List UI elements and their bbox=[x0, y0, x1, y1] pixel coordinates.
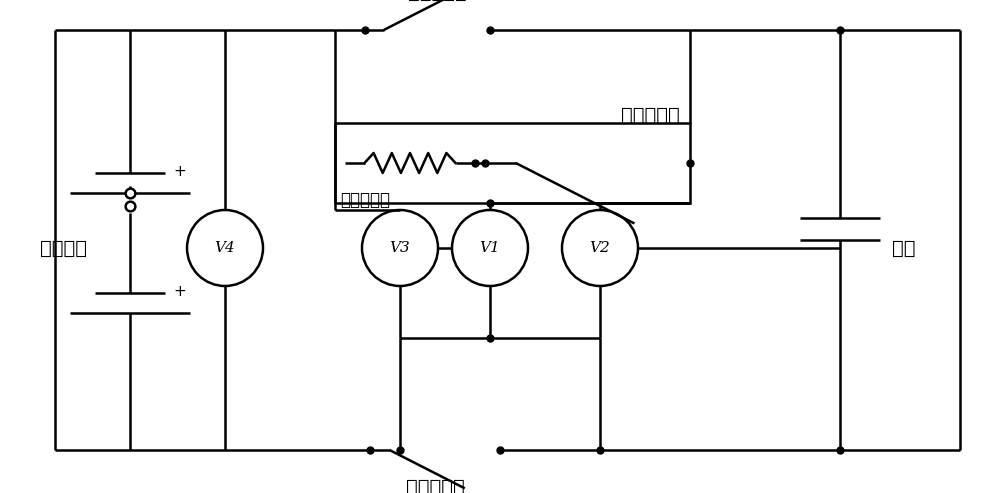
Text: 负极继电器: 负极继电器 bbox=[406, 478, 464, 493]
Bar bbox=[335, 123, 690, 203]
Text: 预充电电阻: 预充电电阻 bbox=[340, 191, 390, 209]
Text: V4: V4 bbox=[215, 241, 235, 255]
Text: +: + bbox=[173, 164, 186, 178]
Text: V1: V1 bbox=[480, 241, 500, 255]
Text: +: + bbox=[173, 283, 186, 298]
Text: 正极继电器: 正极继电器 bbox=[408, 0, 466, 2]
Text: 电容: 电容 bbox=[892, 239, 916, 257]
Text: V2: V2 bbox=[590, 241, 610, 255]
Text: 预充继电器: 预充继电器 bbox=[621, 106, 680, 125]
Text: 电源组件: 电源组件 bbox=[40, 239, 87, 257]
Text: V3: V3 bbox=[390, 241, 410, 255]
